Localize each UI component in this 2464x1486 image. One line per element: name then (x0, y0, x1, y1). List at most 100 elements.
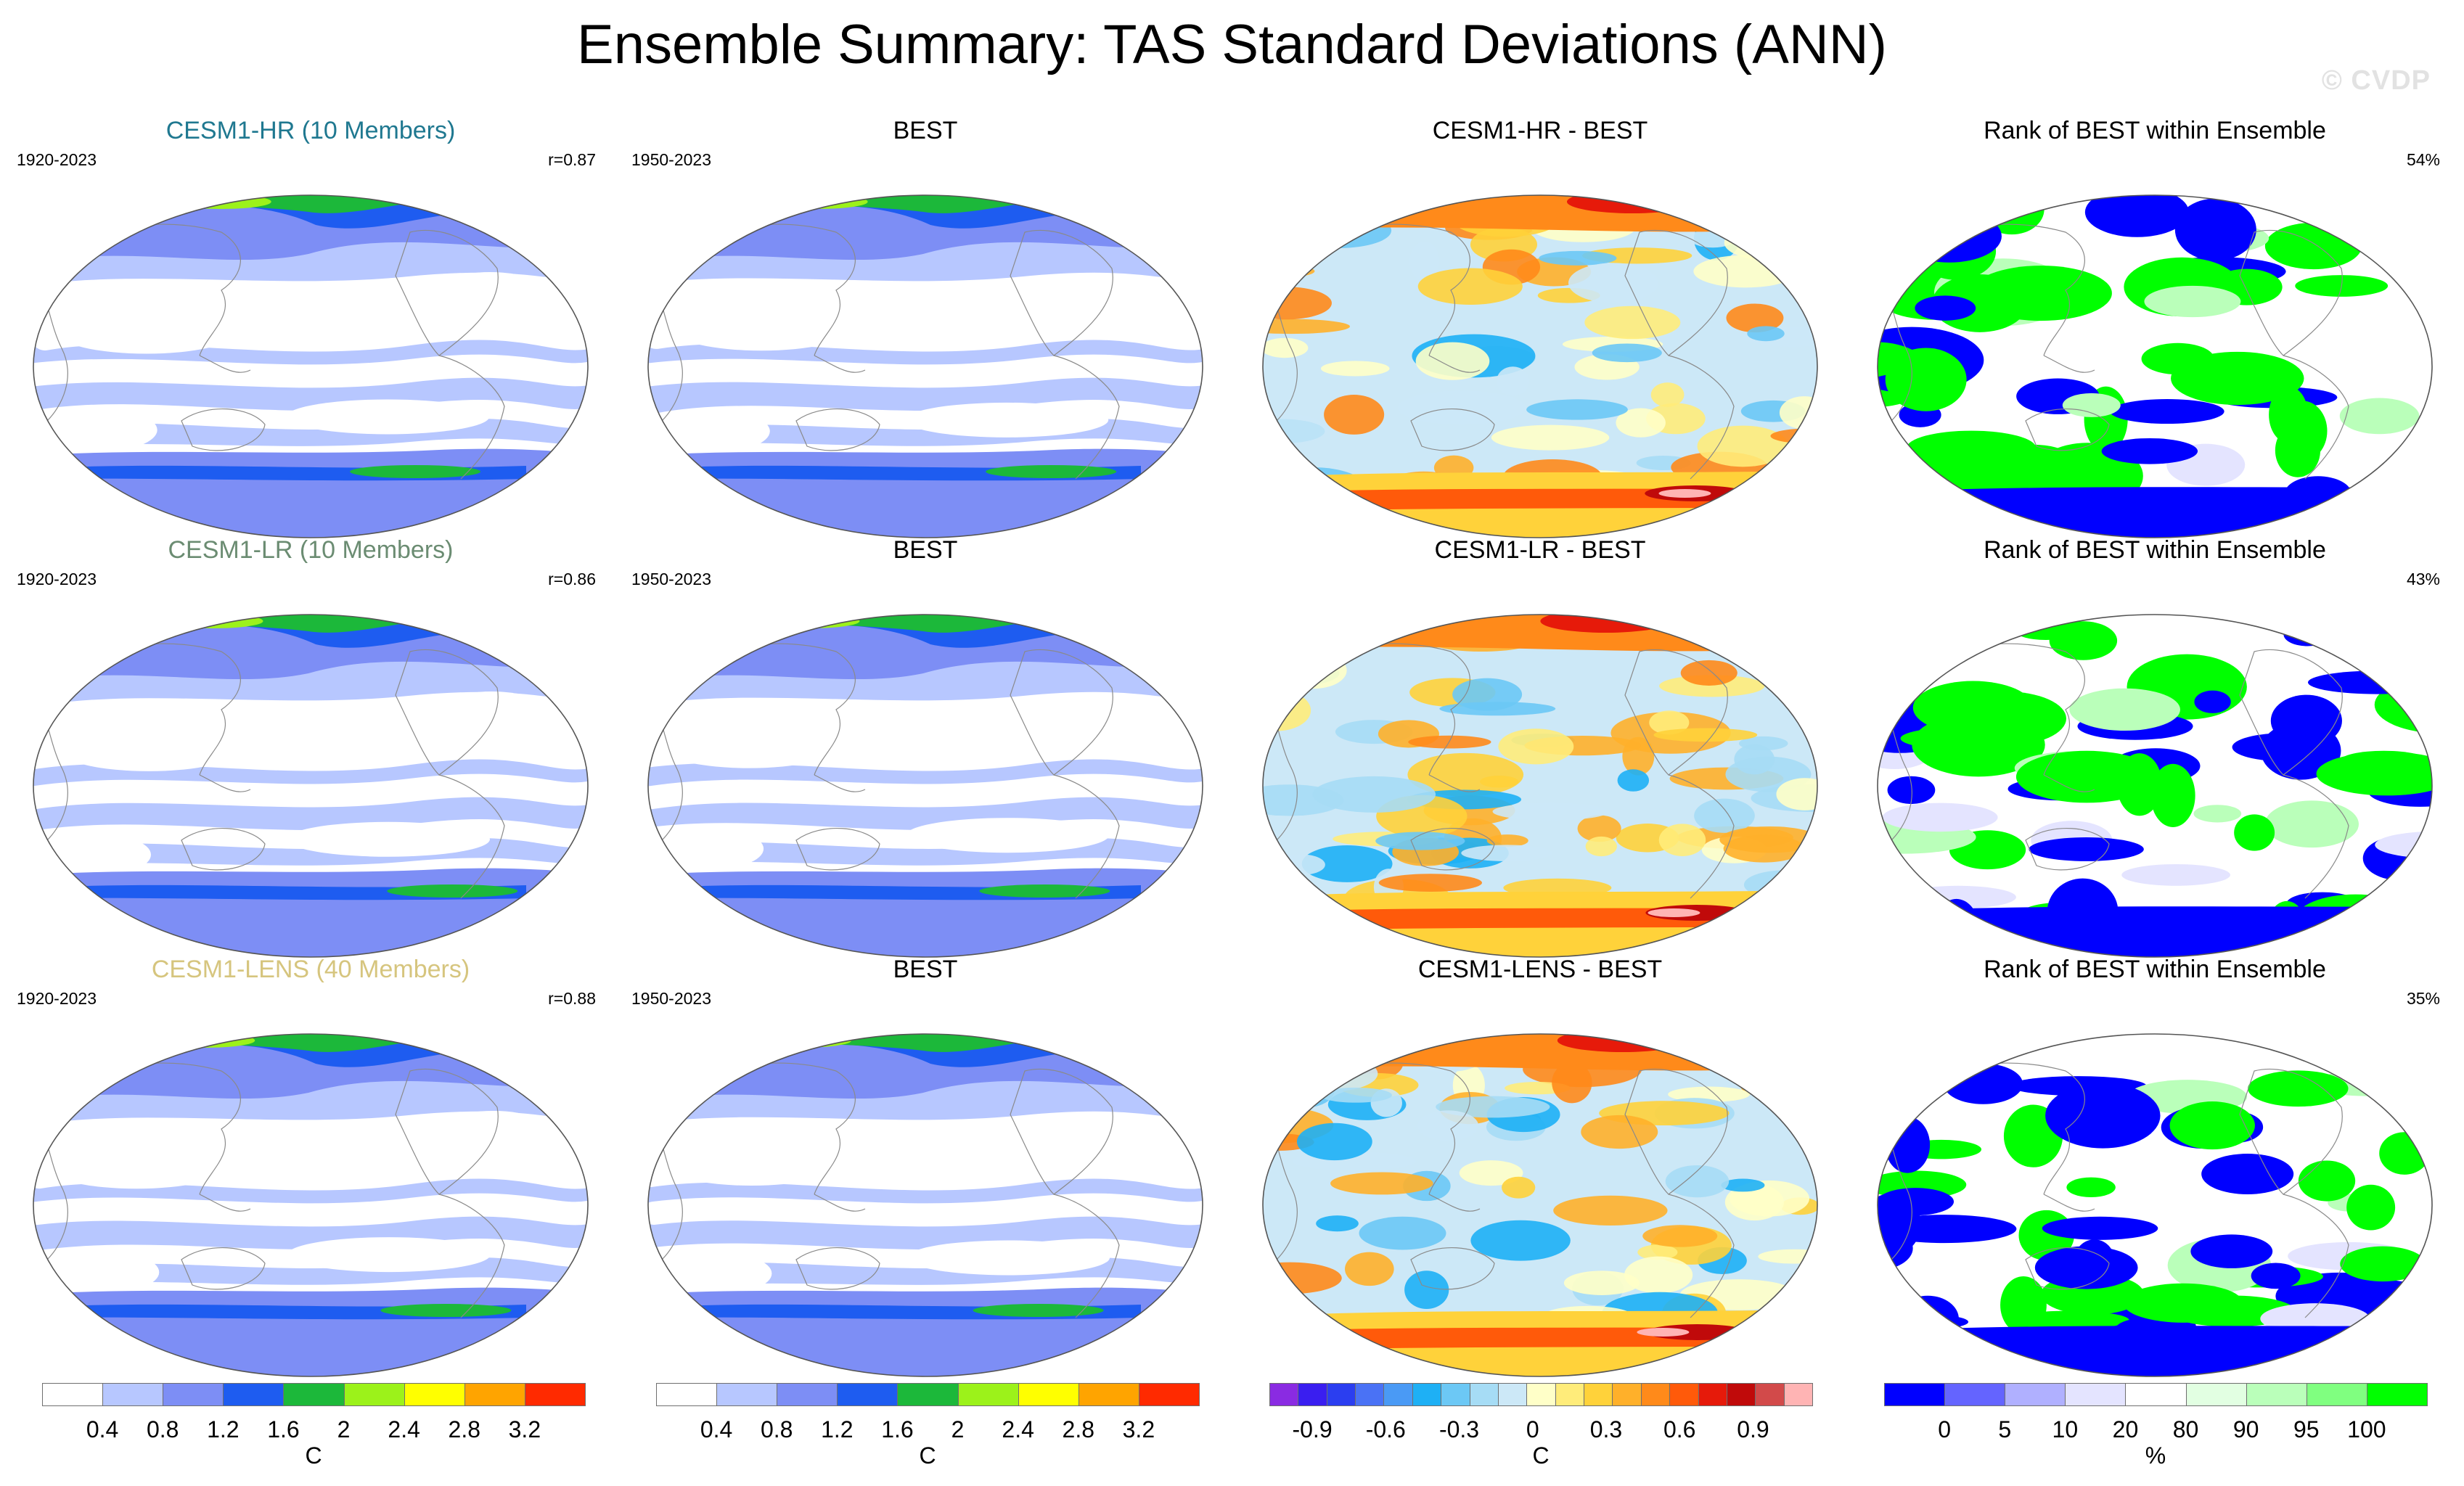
colorbar-unit: C (305, 1442, 322, 1469)
colorbar-swatch (1298, 1383, 1327, 1406)
colorbar-tick-label: 1.2 (821, 1416, 854, 1442)
std-map (33, 194, 589, 538)
rank-percent-label: 54% (2406, 150, 2440, 169)
panel-diff-row3: CESM1-LENS - BEST (1233, 955, 1847, 1377)
colorbar-swatch (897, 1383, 959, 1406)
colorbar-tick-label: 2.4 (388, 1416, 420, 1442)
colorbar-swatch (1755, 1383, 1785, 1406)
difference-map (1262, 1033, 1818, 1377)
colorbar-swatch (464, 1383, 525, 1406)
colorbar-std-model: 0.4 0.8 1.2 1.6 2 2.4 2.8 3.2 C (42, 1383, 586, 1470)
colorbar-rank: 0 5 10 20 80 90 95 100% (1884, 1383, 2428, 1470)
colorbar-swatch (1884, 1383, 1946, 1406)
colorbar-difference: -0.9 -0.6 -0.3 0 0.3 0.6 0.9 C (1269, 1383, 1813, 1470)
colorbar-swatch (2185, 1383, 2247, 1406)
colorbar-tick-label: 3.2 (1122, 1416, 1155, 1442)
colorbar-swatch (1555, 1383, 1585, 1406)
colorbar-swatch (1698, 1383, 1727, 1406)
colorbar-swatch (1326, 1383, 1356, 1406)
colorbar-swatch (1497, 1383, 1528, 1406)
colorbar-tick-label: 1.6 (267, 1416, 300, 1442)
colorbar-swatch (1612, 1383, 1642, 1406)
std-map (647, 194, 1203, 538)
colorbar-tick-label: 1.2 (207, 1416, 240, 1442)
colorbar-swatch (1018, 1383, 1079, 1406)
colorbar-tick-label: 0.8 (760, 1416, 793, 1442)
obs-title: BEST (893, 956, 958, 983)
colorbar-tick-label: 20 (2112, 1416, 2139, 1442)
panel-obs-row2: BEST 1950-2023 (618, 535, 1232, 958)
colorbar-swatch (1078, 1383, 1139, 1406)
colorbar-swatch (1584, 1383, 1613, 1406)
colorbar-swatch (404, 1383, 465, 1406)
colorbar-swatch (1640, 1383, 1671, 1406)
rank-title: Rank of BEST within Ensemble (1984, 536, 2326, 564)
std-map (647, 614, 1203, 958)
colorbar-std-obs: 0.4 0.8 1.2 1.6 2 2.4 2.8 3.2 C (656, 1383, 1200, 1470)
colorbar-tick-label: 0.6 (1663, 1416, 1696, 1442)
colorbar-unit: C (1532, 1442, 1550, 1469)
colorbar-tick-label: -0.6 (1365, 1416, 1406, 1442)
colorbar-tick-label: 80 (2172, 1416, 2199, 1442)
panel-model-row1: CESM1-HR (10 Members) 1920-2023 r=0.87 (4, 116, 618, 538)
period-label: 1950-2023 (631, 570, 711, 588)
panel-diff-row1: CESM1-HR - BEST (1233, 116, 1847, 538)
colorbar-tick-label: 0.4 (700, 1416, 733, 1442)
rank-title: Rank of BEST within Ensemble (1984, 956, 2326, 983)
panel-rank-row1: Rank of BEST within Ensemble 54% (1848, 116, 2462, 538)
colorbar-swatch (777, 1383, 838, 1406)
colorbar-swatch (2366, 1383, 2428, 1406)
colorbar-swatch (957, 1383, 1019, 1406)
diff-title: CESM1-LENS - BEST (1417, 956, 1663, 983)
rank-map (1877, 1033, 2433, 1377)
colorbar-swatch (524, 1383, 586, 1406)
diff-title: CESM1-HR - BEST (1432, 117, 1648, 144)
period-label: 1920-2023 (17, 570, 97, 588)
colorbar-swatch (2065, 1383, 2127, 1406)
colorbar-tick-label: 2.4 (1002, 1416, 1034, 1442)
colorbar-tick-label: 2 (951, 1416, 965, 1442)
colorbar-swatch (102, 1383, 164, 1406)
colorbar-swatch (716, 1383, 778, 1406)
std-map (33, 1033, 589, 1377)
colorbar-swatch (837, 1383, 899, 1406)
colorbar-swatch (656, 1383, 718, 1406)
panel-obs-row3: BEST 1950-2023 (618, 955, 1232, 1377)
colorbar-tick-label: 10 (2052, 1416, 2079, 1442)
colorbar-tick-label: -0.9 (1292, 1416, 1333, 1442)
panel-diff-row2: CESM1-LR - BEST (1233, 535, 1847, 958)
obs-title: BEST (893, 536, 958, 564)
copyright-watermark: © CVDP (2321, 65, 2431, 96)
colorbar-tick-label: 2.8 (1062, 1416, 1095, 1442)
colorbar-swatch (1526, 1383, 1556, 1406)
colorbar-swatch (1726, 1383, 1756, 1406)
rank-percent-label: 35% (2406, 989, 2440, 1008)
std-map (33, 614, 589, 958)
colorbar-tick-label: 2.8 (448, 1416, 481, 1442)
period-label: 1950-2023 (631, 150, 711, 169)
model-title: CESM1-LR (10 Members) (168, 536, 454, 564)
colorbar-tick-label: 1.6 (881, 1416, 914, 1442)
colorbar-tick-label: 90 (2232, 1416, 2259, 1442)
colorbar-tick-label: 0 (1938, 1416, 1952, 1442)
period-label: 1920-2023 (17, 989, 97, 1008)
colorbar-swatch (1355, 1383, 1385, 1406)
colorbar-swatch (163, 1383, 224, 1406)
colorbar-swatch (1412, 1383, 1442, 1406)
colorbar-swatch (2125, 1383, 2187, 1406)
colorbar-swatch (2005, 1383, 2066, 1406)
panel-obs-row1: BEST 1950-2023 (618, 116, 1232, 538)
colorbar-tick-label: -0.3 (1438, 1416, 1480, 1442)
correlation-label: r=0.88 (548, 989, 596, 1008)
colorbar-tick-label: 0 (1526, 1416, 1539, 1442)
colorbar-tick-label: 5 (1998, 1416, 2012, 1442)
colorbar-swatch (1944, 1383, 2006, 1406)
colorbar-tick-label: 3.2 (508, 1416, 541, 1442)
colorbar-swatch (223, 1383, 285, 1406)
rank-map (1877, 614, 2433, 958)
panel-model-row3: CESM1-LENS (40 Members) 1920-2023 r=0.88 (4, 955, 618, 1377)
colorbar-swatch (1269, 1383, 1299, 1406)
colorbar-swatch (1138, 1383, 1200, 1406)
rank-percent-label: 43% (2406, 570, 2440, 588)
colorbar-tick-label: 0.9 (1737, 1416, 1769, 1442)
